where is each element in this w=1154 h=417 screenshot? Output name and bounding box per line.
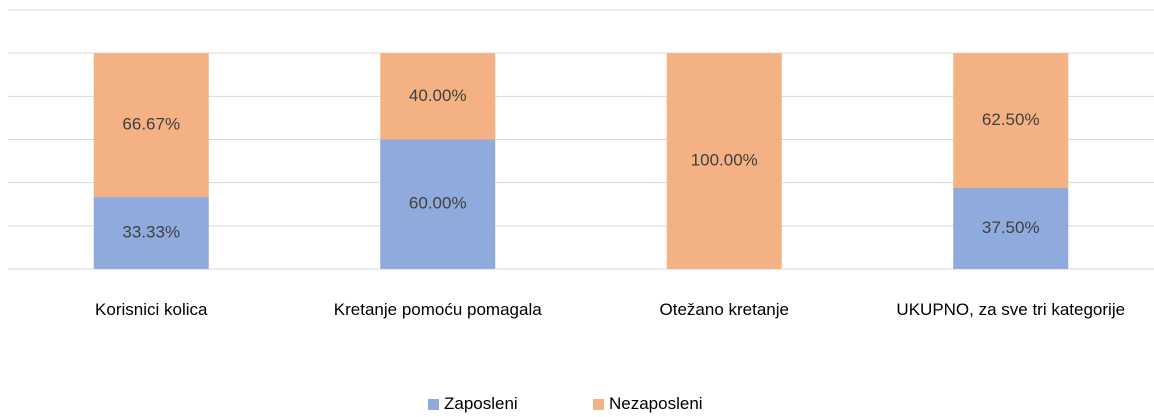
legend-item: Zaposleni [428,394,518,414]
legend-swatch [593,398,604,410]
bar-segment [380,53,496,140]
x-tick-label: UKUPNO, za sve tri kategorije [896,300,1126,319]
x-tick-label: Otežano kretanje [659,300,789,319]
x-tick-label: Kretanje pomoću pomagala [333,300,542,319]
data-label: 40.00% [409,86,467,105]
bar-segment [666,53,782,269]
data-label: 100.00% [691,151,758,170]
bar-segment [93,197,209,269]
bar-segment [93,53,209,198]
legend-label: Nezaposleni [609,394,703,413]
legend-label: Zaposleni [444,394,518,413]
x-tick-label: Korisnici kolica [95,300,208,319]
bar-segment [380,139,496,269]
bar-segment [953,53,1069,189]
data-label: 60.00% [409,194,467,213]
legend-item: Nezaposleni [593,394,703,414]
data-label: 37.50% [982,218,1040,237]
data-label: 66.67% [122,115,180,134]
legend-swatch [428,398,439,410]
data-label: 33.33% [122,223,180,242]
data-label: 62.50% [982,110,1040,129]
bar-segment [953,188,1069,269]
